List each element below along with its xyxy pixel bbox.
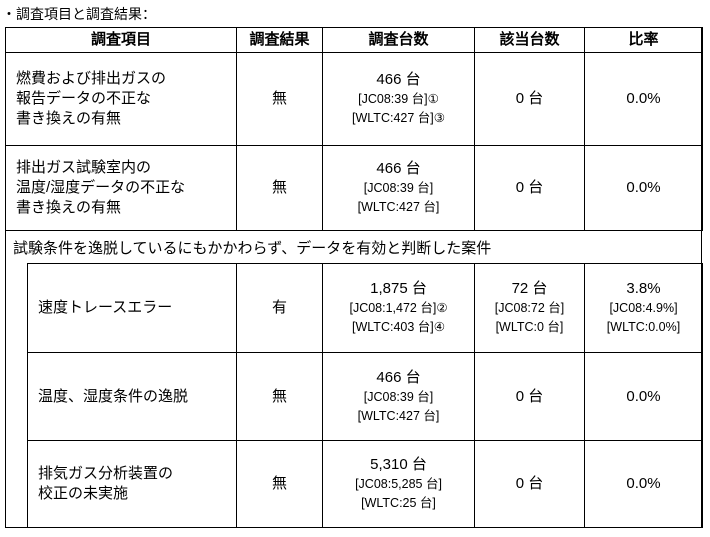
subrow-result: 有 [236,263,323,353]
subrow-count-breakdown: [WLTC:25 台] [361,496,436,510]
subrow-ratio-breakdown: [JC08:4.9%] [609,301,678,315]
subrow-ratio-text: 0.0% [626,475,661,492]
subrow-count: 5,310 台 [JC08:5,285 台] [WLTC:25 台] [322,440,475,528]
subrow-result-text: 有 [271,299,287,316]
header-ratio: 比率 [584,27,703,53]
subrow-item-text: 校正の未実施 [38,485,129,502]
subrow-result: 無 [236,440,323,528]
subrow-count-breakdown: [WLTC:403 台]④ [352,320,445,334]
subrow-count-text: 466 台 [376,368,421,386]
subrow-ratio-text: 0.0% [626,387,661,405]
row-item: 燃費および排出ガスの 報告データの不正な 書き換えの有無 [5,52,237,146]
subrow-result: 無 [236,352,323,441]
header-count-text: 調査台数 [368,31,429,48]
subrow-result-text: 無 [271,387,287,405]
subrow-ratio-text: 3.8% [626,280,661,297]
row-item-text: 温度/湿度データの不正な [16,179,186,196]
row-count-text: 466 台 [376,160,421,177]
subrow-count: 1,875 台 [JC08:1,472 台]② [WLTC:403 台]④ [322,263,475,353]
subrow-item-text: 排気ガス分析装置の [38,465,174,482]
subrow-count-text: 1,875 台 [370,280,427,297]
subrow-ratio: 0.0% [584,440,703,528]
row-ratio: 0.0% [584,52,703,146]
subrow-item: 排気ガス分析装置の 校正の未実施 [27,440,237,528]
subrow-item: 速度トレースエラー [27,263,237,353]
header-count: 調査台数 [322,27,475,53]
row-ratio-text: 0.0% [626,90,661,107]
subrow-count-breakdown: [JC08:1,472 台]② [349,301,448,315]
subrow-hits: 72 台 [JC08:72 台] [WLTC:0 台] [474,263,585,353]
row-result: 無 [236,52,323,146]
subrow-count-breakdown: [JC08:39 台] [363,389,434,404]
header-hits: 該当台数 [474,27,585,53]
row-item: 排出ガス試験室内の温度/湿度データの不正な 書き換えの有無 [5,145,237,231]
subrow-hits-breakdown: [WLTC:0 台] [495,320,564,334]
row-count: 466 台 [JC08:39 台]① [WLTC:427 台]③ [322,52,475,146]
subrow-hits-text: 0 台 [515,387,544,405]
subrow-count-text: 5,310 台 [370,456,427,473]
row-count-breakdown: [JC08:39 台]① [358,92,439,106]
subrow-count-breakdown: [WLTC:427 台] [357,408,440,423]
row-item-text: 燃費および排出ガスの [16,70,167,87]
subrow-result-text: 無 [271,475,287,492]
header-hits-text: 該当台数 [499,31,560,48]
subrow-count: 466 台 [JC08:39 台] [WLTC:427 台] [322,352,475,441]
row-item-text: 排出ガス試験室内の [16,159,152,176]
row-ratio: 0.0% [584,145,703,231]
header-item: 調査項目 [5,27,237,53]
header-result-text: 調査結果 [249,31,310,48]
row-item-text: 報告データの不正な [16,90,152,107]
row-item-text: 書き換えの有無 [16,199,122,216]
header-item-text: 調査項目 [90,31,151,48]
subrow-hits-text: 72 台 [511,280,548,297]
subrow-ratio: 0.0% [584,352,703,441]
section-heading: 試験条件を逸脱しているにもかかわらず、データを有効と判断した案件 [5,230,702,264]
subrow-item-text: 速度トレースエラー [38,299,173,316]
row-item-text: 書き換えの有無 [16,110,122,127]
header-ratio-text: 比率 [628,31,659,48]
row-count-text: 466 台 [376,71,421,88]
row-count-breakdown: [WLTC:427 台] [357,200,440,214]
subrow-ratio: 3.8% [JC08:4.9%] [WLTC:0.0%] [584,263,703,353]
row-hits: 0 台 [474,145,585,231]
subrow-hits-text: 0 台 [515,475,544,492]
row-result-text: 無 [271,179,287,196]
row-hits: 0 台 [474,52,585,146]
subrow-hits: 0 台 [474,440,585,528]
header-result: 調査結果 [236,27,323,53]
section-title: ・調査項目と調査結果： [2,6,156,22]
row-count-breakdown: [JC08:39 台] [363,181,434,195]
row-count: 466 台 [JC08:39 台] [WLTC:427 台] [322,145,475,231]
subrow-item-text: 温度、湿度条件の逸脱 [38,387,189,405]
row-result: 無 [236,145,323,231]
row-result-text: 無 [271,90,287,107]
subrow-count-breakdown: [JC08:5,285 台] [355,477,442,491]
row-hits-text: 0 台 [515,179,544,196]
subrow-hits: 0 台 [474,352,585,441]
row-hits-text: 0 台 [515,90,544,107]
subrow-ratio-breakdown: [WLTC:0.0%] [606,320,681,334]
subrow-hits-breakdown: [JC08:72 台] [494,301,565,315]
subrow-item: 温度、湿度条件の逸脱 [27,352,237,441]
row-count-breakdown: [WLTC:427 台]③ [352,111,445,125]
row-ratio-text: 0.0% [626,179,661,196]
